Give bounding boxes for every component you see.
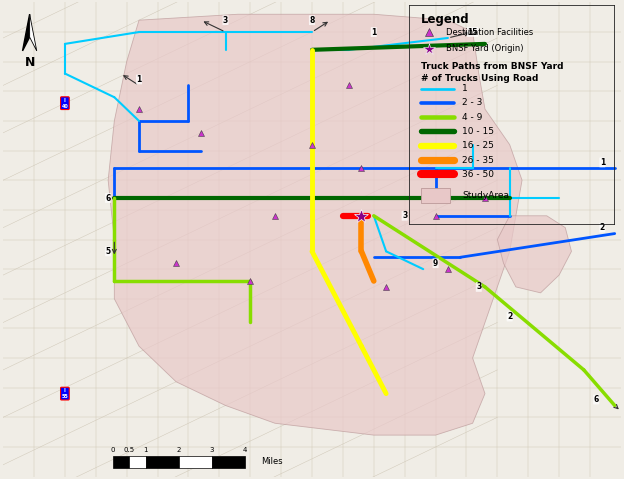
- Polygon shape: [30, 14, 37, 51]
- Text: 1: 1: [371, 27, 376, 36]
- Text: StudyArea: StudyArea: [462, 191, 509, 200]
- Text: 10 - 15: 10 - 15: [462, 127, 494, 136]
- Text: 2: 2: [177, 446, 181, 453]
- Text: 1: 1: [462, 84, 468, 93]
- Text: 8: 8: [310, 16, 314, 25]
- Text: Legend: Legend: [421, 12, 470, 25]
- Text: 2: 2: [600, 223, 605, 232]
- Text: I
55: I 55: [62, 388, 68, 399]
- Text: 3: 3: [476, 283, 482, 291]
- Text: 5: 5: [105, 247, 110, 256]
- Bar: [421, 188, 450, 203]
- Bar: [145, 456, 178, 468]
- Text: I
40: I 40: [62, 98, 68, 109]
- Text: 3: 3: [210, 446, 214, 453]
- Text: 6: 6: [593, 395, 599, 404]
- Text: 36 - 50: 36 - 50: [462, 170, 494, 179]
- Text: 6: 6: [105, 194, 111, 203]
- Text: 1: 1: [144, 446, 148, 453]
- Bar: [178, 456, 212, 468]
- Polygon shape: [108, 14, 522, 435]
- Text: 4: 4: [243, 446, 247, 453]
- Text: 3: 3: [402, 211, 407, 220]
- Text: 26 - 35: 26 - 35: [462, 156, 494, 165]
- Text: Truck Paths from BNSF Yard: Truck Paths from BNSF Yard: [421, 62, 563, 71]
- Text: 0.5: 0.5: [124, 446, 135, 453]
- Text: 3: 3: [223, 16, 228, 25]
- Text: 4 - 9: 4 - 9: [462, 113, 482, 122]
- Text: 1: 1: [600, 158, 605, 167]
- Text: 2: 2: [507, 312, 512, 321]
- Text: BNSF Yard (Origin): BNSF Yard (Origin): [446, 45, 524, 53]
- Text: 0: 0: [110, 446, 115, 453]
- Bar: [129, 456, 145, 468]
- Text: 2 - 3: 2 - 3: [462, 98, 482, 107]
- Text: 9: 9: [433, 259, 438, 268]
- Polygon shape: [497, 216, 572, 293]
- Text: Destination Facilities: Destination Facilities: [446, 28, 533, 37]
- Text: 15: 15: [467, 27, 478, 36]
- Text: # of Trucks Using Road: # of Trucks Using Road: [421, 74, 539, 83]
- Text: Miles: Miles: [261, 457, 283, 466]
- Bar: [212, 456, 245, 468]
- Polygon shape: [22, 14, 30, 51]
- Text: 1: 1: [137, 75, 142, 84]
- Text: N: N: [24, 56, 35, 69]
- Bar: [112, 456, 129, 468]
- Text: 16 - 25: 16 - 25: [462, 141, 494, 150]
